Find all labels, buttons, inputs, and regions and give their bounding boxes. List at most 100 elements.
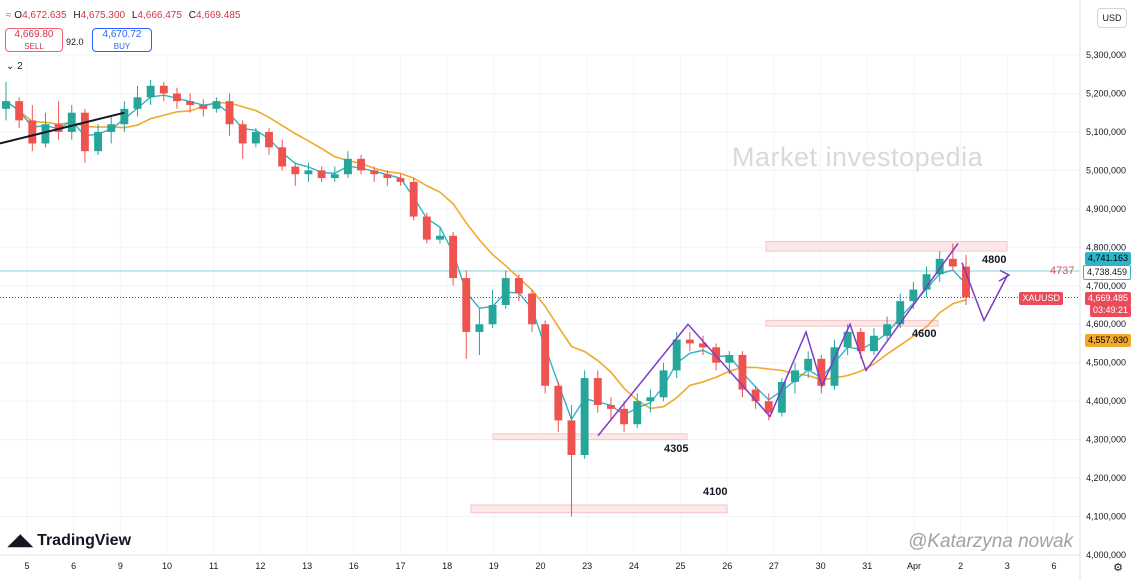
candle-body bbox=[291, 166, 300, 175]
x-tick-label: 6 bbox=[71, 561, 76, 571]
candle bbox=[238, 120, 247, 159]
candle-body bbox=[699, 343, 707, 348]
open-label: O bbox=[14, 10, 23, 21]
label-4100: 4100 bbox=[703, 486, 728, 498]
x-tick-label: 9 bbox=[118, 561, 123, 571]
candle bbox=[159, 81, 168, 102]
candle-body bbox=[751, 389, 760, 402]
candle-body bbox=[948, 258, 957, 267]
candle-body bbox=[67, 112, 76, 132]
candle-body bbox=[896, 301, 905, 325]
candle-body bbox=[238, 124, 247, 144]
candle-body bbox=[514, 278, 523, 294]
candle bbox=[699, 335, 707, 355]
y-tick-label: 4,500,000 bbox=[1086, 358, 1126, 368]
zone-4800 bbox=[765, 241, 1008, 252]
candle-body bbox=[225, 101, 234, 125]
spread-value: 92.0 bbox=[66, 37, 84, 47]
zone-4100 bbox=[470, 504, 728, 514]
candle bbox=[935, 251, 944, 282]
y-tick-label: 4,000,000 bbox=[1086, 550, 1126, 560]
tag-current: 4,669.485 bbox=[1084, 292, 1131, 305]
candle-body bbox=[80, 112, 89, 152]
sell-button[interactable]: 4,669.80 SELL bbox=[5, 28, 63, 52]
high-label: H bbox=[73, 10, 81, 21]
y-tick-label: 5,300,000 bbox=[1086, 50, 1126, 60]
buy-button[interactable]: 4,670.72 BUY bbox=[92, 28, 152, 52]
candle bbox=[646, 389, 655, 413]
candle bbox=[606, 397, 615, 421]
y-tick-label: 4,200,000 bbox=[1086, 473, 1126, 483]
close-value: 4,669.485 bbox=[195, 10, 241, 21]
x-tick-label: 13 bbox=[302, 561, 312, 571]
candle-body bbox=[909, 289, 918, 302]
candle-body bbox=[646, 397, 655, 402]
gear-icon[interactable]: ⚙ bbox=[1113, 562, 1123, 574]
exchange-icon: ≈ bbox=[6, 10, 12, 21]
x-tick-label: 24 bbox=[629, 561, 639, 571]
candle-body bbox=[107, 124, 116, 132]
candle-body bbox=[409, 181, 418, 217]
candle bbox=[567, 405, 576, 517]
label-4737: 4737 bbox=[1050, 265, 1075, 277]
tradingview-logo[interactable]: ◢◣ TradingView bbox=[8, 530, 131, 550]
candle bbox=[685, 331, 694, 352]
y-tick-label: 4,800,000 bbox=[1086, 242, 1126, 252]
candle-body bbox=[396, 178, 405, 182]
candle bbox=[580, 370, 589, 459]
candle-body bbox=[343, 158, 352, 175]
candle-body bbox=[475, 324, 484, 332]
y-tick-label: 5,000,000 bbox=[1086, 165, 1126, 175]
time-axis: 5 6 9 10 11 12 13 16 17 18 19 20 23 24 25 26 27 30 31 Apr 2 3… bbox=[0, 554, 1080, 571]
candle-body bbox=[830, 347, 839, 386]
buy-label: BUY bbox=[113, 42, 131, 51]
projection-arrowhead bbox=[998, 269, 1011, 282]
chart-grid bbox=[0, 54, 1080, 556]
candle-body bbox=[883, 324, 892, 336]
candle-body bbox=[501, 278, 510, 305]
candle bbox=[133, 85, 142, 117]
candle bbox=[436, 228, 444, 244]
candle bbox=[409, 178, 418, 221]
candle bbox=[41, 112, 50, 148]
x-tick-label: 30 bbox=[816, 561, 826, 571]
candle bbox=[528, 289, 536, 332]
candle-body bbox=[593, 378, 602, 405]
candle-body bbox=[817, 358, 826, 386]
candle-body bbox=[422, 216, 431, 240]
close-label: C bbox=[188, 10, 196, 21]
x-tick-label: 25 bbox=[676, 561, 686, 571]
candle-body bbox=[791, 370, 799, 382]
candle bbox=[422, 212, 431, 244]
high-value: 4,675.300 bbox=[80, 10, 126, 21]
candle bbox=[15, 97, 24, 129]
candle bbox=[672, 331, 681, 379]
candle bbox=[751, 385, 760, 409]
x-tick-label: 16 bbox=[349, 561, 359, 571]
x-tick-label: 10 bbox=[162, 561, 172, 571]
candle-body bbox=[462, 278, 471, 332]
candle bbox=[343, 151, 352, 179]
x-tick-label: 20 bbox=[535, 561, 545, 571]
candle bbox=[251, 128, 260, 148]
candle bbox=[948, 243, 957, 271]
candle bbox=[67, 105, 76, 140]
candle-body bbox=[120, 108, 129, 125]
logo-text: TradingView bbox=[37, 532, 132, 549]
candle-body bbox=[173, 93, 181, 102]
indicator-toggle[interactable]: ⌄ 2 bbox=[6, 61, 23, 72]
y-tick-label: 5,200,000 bbox=[1086, 88, 1126, 98]
candle-body bbox=[41, 124, 50, 144]
candle bbox=[738, 351, 747, 398]
zone-4305 bbox=[492, 433, 688, 441]
x-tick-label: 19 bbox=[489, 561, 499, 571]
candle-body bbox=[620, 408, 629, 425]
candle-body bbox=[528, 293, 536, 325]
candle-body bbox=[554, 385, 563, 421]
candle-body bbox=[2, 101, 10, 109]
currency-selector[interactable]: USD bbox=[1097, 8, 1127, 28]
candle-body bbox=[606, 405, 615, 409]
candle-body bbox=[357, 158, 366, 171]
candle-body bbox=[304, 170, 313, 175]
